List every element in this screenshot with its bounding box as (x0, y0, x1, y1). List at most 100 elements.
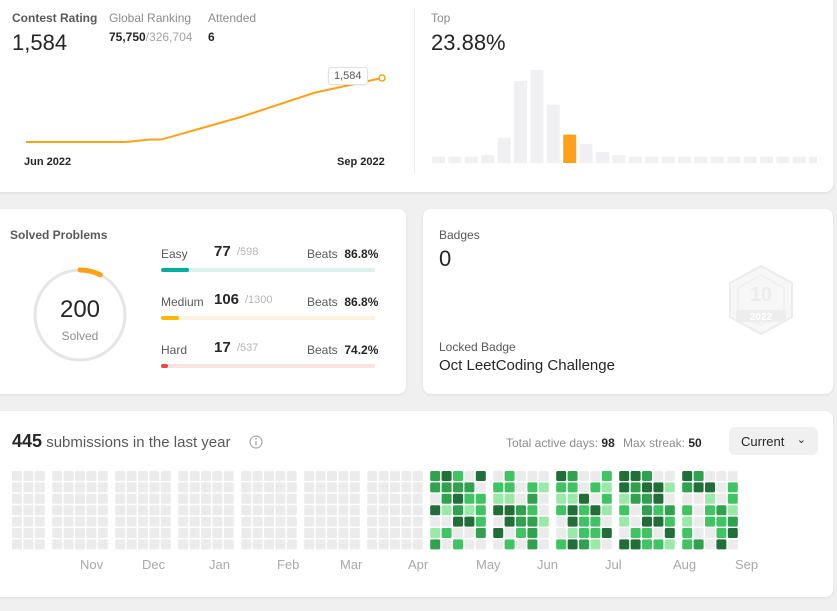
heatmap-cell (516, 528, 526, 538)
heatmap-cell (716, 516, 727, 527)
difficulty-track (161, 268, 375, 272)
heatmap-cell (590, 482, 601, 493)
heatmap-cell (601, 482, 612, 493)
heatmap-cell (327, 528, 337, 538)
heatmap-cell (527, 505, 538, 516)
heatmap-cell (693, 471, 704, 481)
heatmap-cell (430, 471, 441, 481)
heatmap-cell (52, 539, 63, 550)
heatmap-cell (453, 493, 463, 504)
heatmap-cell (138, 539, 148, 550)
heatmap-cell (567, 471, 578, 481)
heatmap-cell (412, 482, 423, 493)
info-icon[interactable] (249, 435, 263, 449)
heatmap-cell (441, 471, 452, 481)
submission-heatmap[interactable] (12, 471, 812, 553)
top-histogram[interactable] (432, 70, 817, 174)
heatmap-cell (567, 482, 578, 493)
heatmap-cell (579, 505, 589, 516)
heatmap-cell (286, 539, 297, 550)
heatmap-cell (23, 539, 34, 550)
difficulty-beats: Beats 86.8% (307, 247, 378, 261)
heatmap-cell (264, 471, 274, 481)
heatmap-cell (693, 516, 704, 527)
heatmap-cell (556, 528, 567, 538)
heatmap-cell (367, 516, 378, 527)
heatmap-cell (367, 539, 378, 550)
heatmap-cell (286, 505, 297, 516)
heatmap-cell (34, 516, 45, 527)
heatmap-cell (264, 516, 274, 527)
heatmap-cell (12, 505, 22, 516)
heatmap-cell (453, 505, 463, 516)
heatmap-cell (126, 505, 137, 516)
heatmap-cell (390, 516, 400, 527)
active-days: Total active days: 98 (506, 436, 615, 450)
heatmap-cell (475, 493, 486, 504)
heatmap-cell (189, 516, 200, 527)
heatmap-cell (430, 505, 441, 516)
heatmap-cell (682, 471, 693, 481)
heatmap-cell (97, 539, 108, 550)
heatmap-cell (516, 539, 526, 550)
heatmap-cell (23, 471, 34, 481)
heatmap-cell (149, 516, 160, 527)
heatmap-cell (201, 539, 211, 550)
heatmap-cell (304, 482, 315, 493)
heatmap-cell (252, 493, 263, 504)
heatmap-cell (23, 505, 34, 516)
heatmap-cell (367, 505, 378, 516)
global-ranking-total: /326,704 (145, 30, 193, 44)
heatmap-cell (315, 471, 326, 481)
heatmap-cell (12, 493, 22, 504)
heatmap-cell (538, 528, 549, 538)
month-label: Dec (142, 557, 166, 572)
heatmap-cell (430, 482, 441, 493)
heatmap-cell (275, 482, 286, 493)
heatmap-cell (527, 516, 538, 527)
x-axis-start: Jun 2022 (24, 156, 72, 168)
difficulty-total: /1300 (245, 294, 273, 306)
heatmap-cell (567, 516, 578, 527)
heatmap-cell (693, 482, 704, 493)
heatmap-cell (86, 493, 97, 504)
heatmap-cell (642, 493, 652, 504)
heatmap-cell (286, 482, 297, 493)
heatmap-cell (619, 482, 630, 493)
heatmap-cell (441, 516, 452, 527)
heatmap-cell (716, 528, 727, 538)
heatmap-cell (504, 493, 515, 504)
heatmap-cell (401, 505, 412, 516)
heatmap-cell (705, 482, 715, 493)
heatmap-cell (327, 482, 337, 493)
locked-badge-name: Oct LeetCoding Challenge (439, 357, 615, 374)
heatmap-cell (590, 505, 601, 516)
heatmap-cell (378, 493, 389, 504)
heatmap-cell (630, 539, 641, 550)
heatmap-cell (504, 539, 515, 550)
heatmap-cell (86, 528, 97, 538)
submissions-heading: 445 submissions in the last year (12, 431, 230, 452)
global-ranking: 75,750/326,704 (109, 30, 192, 44)
heatmap-cell (464, 539, 475, 550)
heatmap-cell (475, 505, 486, 516)
beats-label: Beats (307, 343, 338, 357)
range-select[interactable]: Current ⌄ (729, 427, 818, 455)
heatmap-cell (401, 539, 412, 550)
difficulty-fill (161, 316, 179, 320)
heatmap-cell (453, 528, 463, 538)
heatmap-cell (252, 471, 263, 481)
heatmap-cell (160, 482, 171, 493)
heatmap-cell (315, 539, 326, 550)
heatmap-cell (149, 539, 160, 550)
heatmap-cell (619, 539, 630, 550)
heatmap-cell (327, 471, 337, 481)
heatmap-cell (538, 516, 549, 527)
rating-line-chart[interactable] (0, 0, 412, 192)
range-select-value: Current (741, 434, 785, 449)
heatmap-cell (327, 493, 337, 504)
heatmap-cell (601, 528, 612, 538)
difficulty-beats: Beats 86.8% (307, 295, 378, 309)
locked-badge-icon[interactable]: 10 2022 (726, 263, 796, 337)
heatmap-cell (664, 505, 675, 516)
